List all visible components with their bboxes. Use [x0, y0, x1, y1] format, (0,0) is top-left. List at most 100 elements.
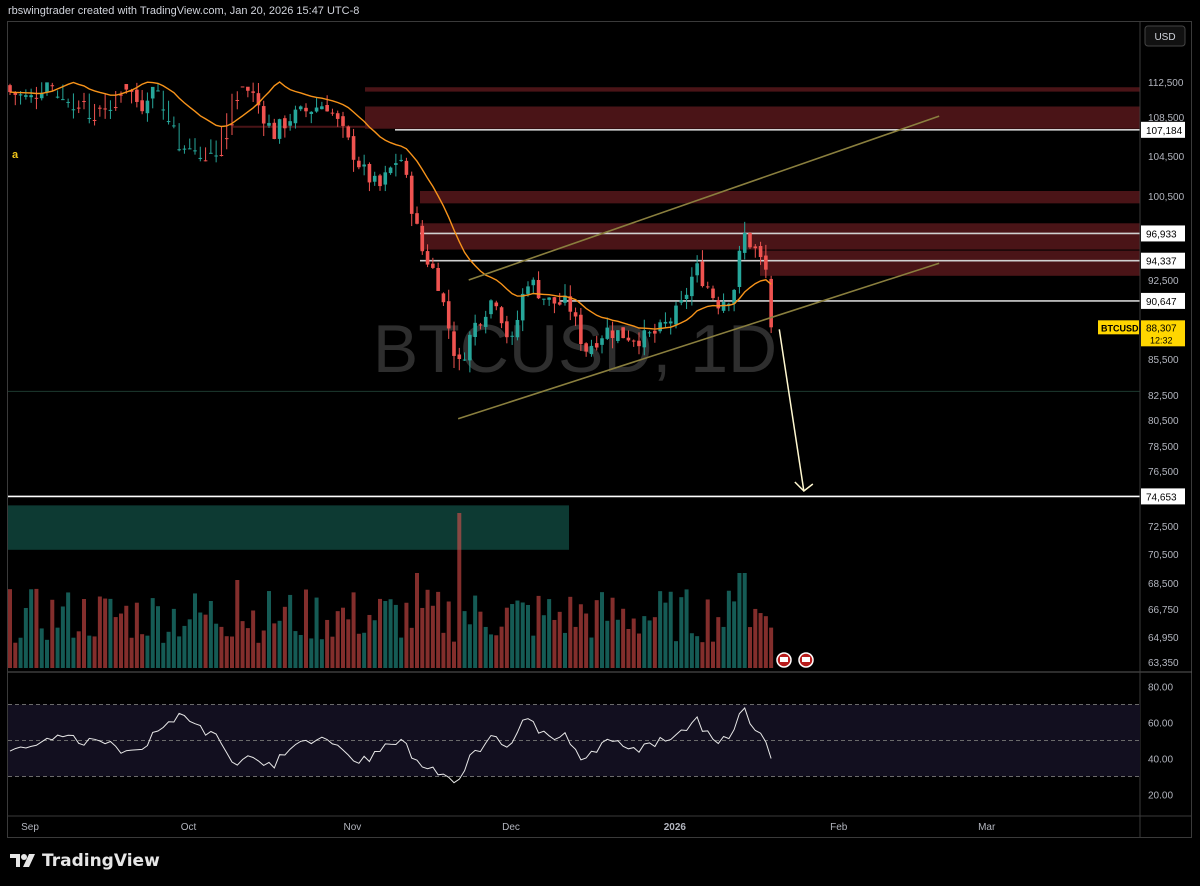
candle-body [631, 340, 636, 342]
candle-body [737, 250, 742, 287]
candle-body [34, 97, 39, 99]
candle-body [727, 303, 731, 305]
candle-body [230, 124, 234, 126]
candle-body [71, 109, 76, 111]
volume-bar [584, 613, 589, 668]
candle-body [314, 107, 319, 112]
volume-bar [642, 616, 647, 668]
volume-bar [462, 611, 467, 668]
volume-bar [23, 607, 28, 668]
volume-bar [441, 632, 446, 668]
volume-bar [594, 600, 599, 668]
candle-body [29, 95, 33, 98]
candle-body [261, 106, 266, 124]
indicator-label: a [12, 149, 19, 161]
volume-bar [742, 573, 747, 668]
volume-bar [97, 596, 102, 668]
candle-body [92, 120, 97, 122]
candle-body [420, 225, 425, 252]
candle-body [150, 86, 155, 99]
volume-bar [177, 636, 182, 668]
candle-body [404, 160, 409, 175]
volume-bar [705, 599, 710, 668]
volume-bar [647, 620, 652, 668]
candle-body [584, 343, 588, 352]
economic-event-flag [780, 657, 788, 662]
candle-body [156, 90, 160, 92]
volume-bar [652, 617, 657, 668]
volume-bar [420, 607, 425, 668]
volume-bar [251, 610, 256, 668]
volume-bar [473, 595, 478, 668]
volume-bar [214, 623, 219, 668]
supply-zone [760, 250, 1140, 276]
currency-button-label: USD [1154, 32, 1175, 43]
volume-bar [674, 641, 678, 668]
volume-bar [13, 642, 18, 668]
candle-body [124, 84, 129, 90]
y-tick-label: 68,500 [1148, 579, 1179, 590]
y-tick-label: 63,350 [1148, 658, 1179, 669]
volume-bar [520, 602, 525, 668]
volume-bar [716, 617, 721, 668]
volume-bar [182, 625, 187, 668]
x-tick-label: Sep [21, 822, 39, 833]
x-tick-label: Oct [181, 822, 197, 833]
volume-bar [171, 608, 176, 668]
volume-group [8, 513, 774, 668]
candle-body [76, 107, 81, 109]
volume-bar [425, 589, 430, 668]
rsi-tick-label: 40.00 [1148, 754, 1173, 765]
y-tick-label: 108,500 [1148, 113, 1185, 124]
volume-bar [87, 635, 92, 668]
volume-bar [615, 619, 620, 668]
volume-bar [50, 599, 55, 668]
candle-body [108, 109, 113, 111]
volume-bar [404, 602, 409, 668]
candle-body [240, 86, 245, 88]
projection-arrow-line [778, 329, 805, 492]
candle-body [515, 319, 520, 338]
price-label-box [1141, 121, 1185, 138]
candle-body [684, 294, 689, 299]
volume-bar [71, 637, 76, 668]
volume-bar [82, 599, 86, 668]
y-tick-label: 104,500 [1148, 152, 1185, 163]
volume-bar [314, 597, 319, 668]
volume-bar [637, 633, 641, 668]
candle-body [214, 155, 218, 157]
y-tick-label: 112,500 [1148, 78, 1184, 89]
volume-bar [737, 573, 742, 668]
volume-bar [129, 637, 134, 668]
chart-header: rbswingtrader created with TradingView.c… [8, 5, 360, 17]
candle-body [161, 109, 166, 111]
price-label: 74,653 [1146, 492, 1177, 503]
volume-bar [208, 601, 213, 668]
candle-body [235, 99, 240, 101]
y-tick-label: 66,750 [1148, 605, 1179, 616]
volume-bar [18, 637, 23, 668]
candle-body [446, 301, 451, 329]
candle-body [378, 175, 382, 187]
volume-bar [230, 636, 234, 668]
volume-bar [695, 636, 700, 668]
rsi-band [8, 704, 1140, 777]
candle-body [145, 100, 150, 114]
last-price-countdown: 12:32 [1150, 335, 1173, 345]
rsi-tick-label: 80.00 [1148, 683, 1173, 694]
volume-bar [124, 605, 129, 668]
projection-arrowhead [794, 481, 814, 492]
volume-bar [119, 613, 123, 668]
candle-body [536, 279, 541, 299]
volume-bar [362, 632, 367, 668]
tradingview-brand[interactable]: TradingView [10, 851, 160, 871]
candle-body [616, 330, 620, 341]
candle-body [483, 316, 488, 327]
volume-bar [605, 620, 610, 668]
volume-bar [658, 591, 663, 668]
volume-bar [108, 598, 113, 668]
volume-bar [304, 589, 308, 668]
supply-zone [420, 191, 1140, 204]
volume-bar [679, 597, 684, 668]
